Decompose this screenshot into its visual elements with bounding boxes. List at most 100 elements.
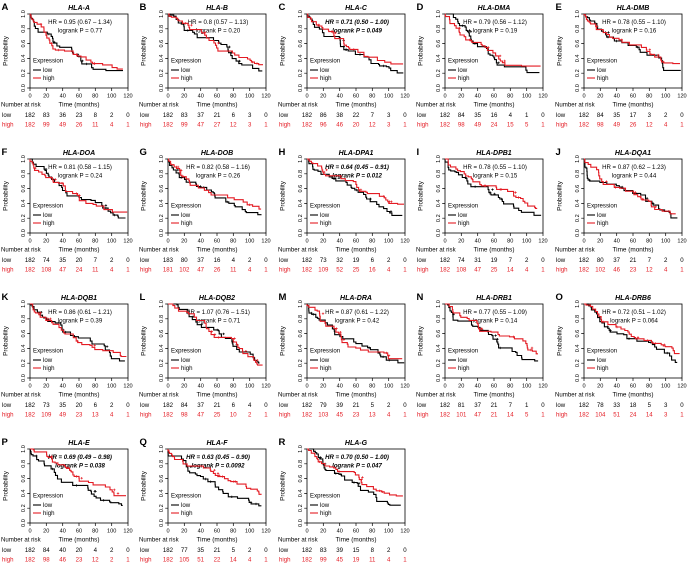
risk-low-value: 7 xyxy=(509,257,513,264)
km-panel-HLA-DQA1: J HLA-DQA1 HR = 0.87 (0.62 – 1.23) logrank … xyxy=(554,145,692,290)
legend-title: Expression xyxy=(310,348,340,355)
x-tick-label: 60 xyxy=(214,384,220,390)
y-axis-ticks xyxy=(442,158,446,234)
x-tick-label: 60 xyxy=(491,239,497,245)
risk-low-value: 19 xyxy=(491,257,498,264)
risk-high-value: 10 xyxy=(230,412,237,419)
risk-high-value: 4 xyxy=(387,267,391,274)
km-plot-HLA-DPA1: H HLA-DPA1 HR = 0.64 (0.45 – 0.91) logrank … xyxy=(278,147,410,274)
y-tick-label: 0.4 xyxy=(298,345,304,353)
km-plot-HLA-DQB2: L HLA-DQB2 HR = 1.07 (0.76 – 1.51) logrank … xyxy=(139,292,271,419)
x-axis-label: Time (months) xyxy=(335,392,376,399)
y-tick-label: 0.6 xyxy=(298,330,304,338)
legend-title: Expression xyxy=(448,203,478,210)
x-tick-label: 40 xyxy=(60,384,66,390)
risk-high-value: 2 xyxy=(248,412,252,419)
hr-annotation: HR = 0.87 (0.62 – 1.23) xyxy=(602,164,666,171)
y-tick-label: 0.6 xyxy=(159,330,165,338)
y-tick-label: 1.0 xyxy=(436,300,442,308)
legend-title: Expression xyxy=(587,203,617,210)
hr-annotation: HR = 1.07 (0.76 – 1.51) xyxy=(186,309,250,316)
legend-high-label: high xyxy=(320,75,332,82)
x-tick-label: 40 xyxy=(198,239,204,245)
legend-low-label: low xyxy=(181,212,191,219)
risk-high-value: 181 xyxy=(163,267,174,274)
risk-high-value: 1 xyxy=(265,267,269,274)
x-tick-label: 100 xyxy=(522,239,531,245)
panel-letter: P xyxy=(2,437,9,448)
risk-low-value: 21 xyxy=(629,257,636,264)
km-plot-HLA-DQA1: J HLA-DQA1 HR = 0.87 (0.62 – 1.23) logrank … xyxy=(555,147,687,274)
risk-high-value: 182 xyxy=(302,412,313,419)
hr-annotation: HR = 0.79 (0.56 – 1.12) xyxy=(463,19,527,26)
x-tick-label: 100 xyxy=(384,94,393,100)
x-tick-label: 20 xyxy=(597,384,603,390)
risk-low-value: 16 xyxy=(214,257,221,264)
risk-high-value: 45 xyxy=(336,412,343,419)
risk-row-low-label: low xyxy=(556,257,566,264)
risk-low-value: 84 xyxy=(458,112,465,119)
y-tick-label: 1.0 xyxy=(21,300,27,308)
risk-row-high-label: high xyxy=(2,267,14,274)
x-tick-label: 60 xyxy=(353,384,359,390)
y-tick-label: 0.6 xyxy=(575,185,581,193)
legend-title: Expression xyxy=(448,58,478,65)
risk-low-value: 38 xyxy=(336,112,343,119)
y-tick-label: 0.2 xyxy=(159,359,165,367)
y-tick-label: 0.4 xyxy=(436,55,442,63)
risk-high-value: 4 xyxy=(248,557,252,564)
x-tick-label: 20 xyxy=(43,529,49,535)
risk-low-value: 0 xyxy=(541,112,545,119)
y-tick-label: 0.8 xyxy=(436,315,442,323)
hr-annotation: HR = 0.82 (0.58 – 1.16) xyxy=(186,164,250,171)
y-tick-label: 0.2 xyxy=(298,214,304,222)
risk-high-value: 1 xyxy=(680,122,684,129)
risk-low-value: 86 xyxy=(320,112,327,119)
x-tick-label: 20 xyxy=(597,94,603,100)
risk-low-value: 2 xyxy=(387,402,391,409)
x-tick-label: 0 xyxy=(305,239,308,245)
y-axis-label: Probability xyxy=(279,35,286,66)
legend-low-label: low xyxy=(181,67,191,74)
logrank-annotation: logrank P = 0.064 xyxy=(610,318,658,325)
risk-high-value: 1 xyxy=(126,412,130,419)
legend-title: Expression xyxy=(448,348,478,355)
panel-title: HLA-A xyxy=(68,5,90,12)
risk-high-value: 27 xyxy=(214,122,221,129)
legend-high-label: high xyxy=(43,510,55,517)
risk-row-low-label: low xyxy=(279,257,289,264)
censor-marks-high xyxy=(175,165,251,206)
survival-curve-high xyxy=(306,158,404,205)
panel-letter: R xyxy=(278,437,285,448)
risk-high-value: 3 xyxy=(664,412,668,419)
y-tick-label: 0.6 xyxy=(436,40,442,48)
y-tick-label: 0.0 xyxy=(21,84,27,92)
y-tick-label: 1.0 xyxy=(436,155,442,163)
censor-marks-high xyxy=(34,166,81,197)
risk-high-value: 182 xyxy=(302,122,313,129)
survival-curve-high xyxy=(168,158,262,210)
km-panel-HLA-DPB1: I HLA-DPB1 HR = 0.78 (0.55 – 1.10) logrank … xyxy=(415,145,553,290)
x-tick-label: 40 xyxy=(198,529,204,535)
legend-high-label: high xyxy=(320,365,332,372)
y-tick-label: 0.2 xyxy=(575,214,581,222)
risk-low-value: 74 xyxy=(458,257,465,264)
survival-curve-high xyxy=(306,304,402,360)
risk-low-value: 0 xyxy=(403,402,407,409)
risk-low-value: 182 xyxy=(302,112,313,119)
risk-low-value: 16 xyxy=(491,112,498,119)
y-tick-label: 1.0 xyxy=(21,10,27,18)
risk-low-value: 37 xyxy=(198,112,205,119)
risk-row-high-label: high xyxy=(556,412,568,419)
risk-high-value: 182 xyxy=(163,557,174,564)
hr-annotation: HR = 0.78 (0.55 – 1.10) xyxy=(602,19,666,26)
risk-low-value: 77 xyxy=(181,547,188,554)
legend-low-label: low xyxy=(597,357,607,364)
y-axis-label: Probability xyxy=(3,470,10,501)
risk-low-value: 0 xyxy=(265,112,269,119)
x-tick-label: 0 xyxy=(582,384,585,390)
risk-high-value: 47 xyxy=(198,412,205,419)
x-tick-label: 100 xyxy=(245,94,254,100)
km-plot-HLA-E: P HLA-E HR = 0.69 (0.49 – 0.98) logrank P =… xyxy=(1,437,133,564)
risk-row-low-label: low xyxy=(140,547,150,554)
